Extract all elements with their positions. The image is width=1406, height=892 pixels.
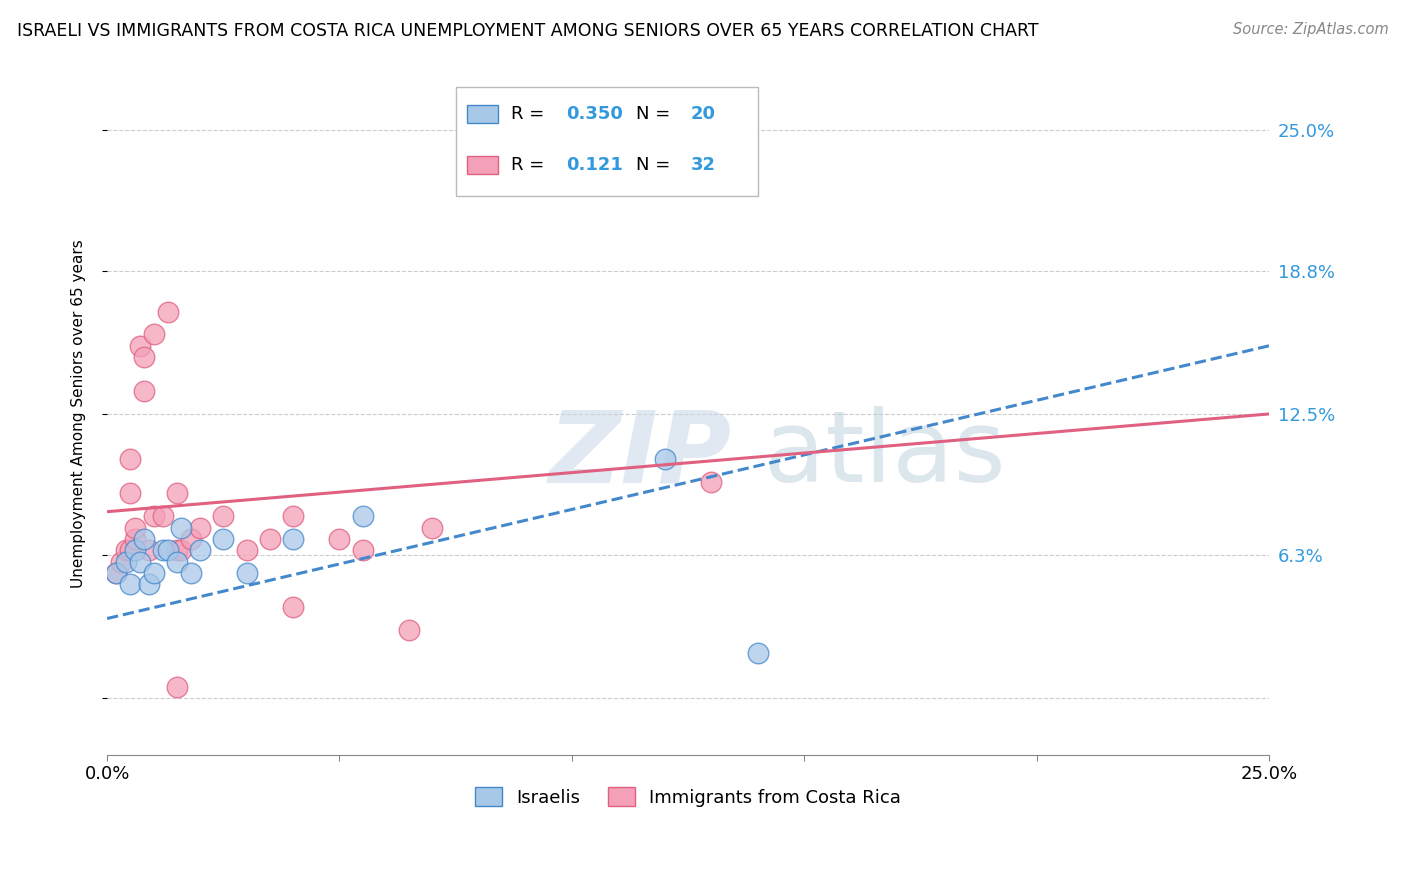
Point: [156, 304, 179, 318]
Point: [120, 543, 142, 558]
Point: [188, 520, 211, 534]
Point: [212, 509, 235, 524]
FancyBboxPatch shape: [467, 105, 498, 123]
Point: [152, 509, 174, 524]
Legend: Israelis, Immigrants from Costa Rica: Israelis, Immigrants from Costa Rica: [468, 780, 908, 814]
Point: [124, 543, 146, 558]
Point: [152, 543, 174, 558]
Point: [134, 384, 156, 399]
Point: [188, 543, 211, 558]
Text: R =: R =: [512, 156, 551, 174]
Text: R =: R =: [512, 105, 551, 123]
Text: 20: 20: [690, 105, 716, 123]
Point: [166, 555, 188, 569]
Point: [134, 350, 156, 364]
Point: [166, 486, 188, 500]
Point: [110, 555, 132, 569]
Y-axis label: Unemployment Among Seniors over 65 years: Unemployment Among Seniors over 65 years: [72, 240, 86, 589]
Point: [170, 520, 193, 534]
Text: N =: N =: [636, 156, 676, 174]
Point: [142, 509, 165, 524]
Point: [352, 509, 374, 524]
Point: [259, 532, 281, 546]
Text: ZIP: ZIP: [548, 407, 731, 503]
Point: [747, 646, 769, 660]
Point: [124, 520, 146, 534]
Point: [142, 327, 165, 342]
Point: [180, 566, 202, 580]
Point: [398, 623, 420, 637]
Point: [166, 680, 188, 694]
Point: [138, 577, 160, 591]
Text: 32: 32: [690, 156, 716, 174]
Point: [128, 555, 150, 569]
Point: [170, 543, 193, 558]
Point: [128, 339, 150, 353]
Point: [180, 532, 202, 546]
Text: N =: N =: [636, 105, 676, 123]
Text: 0.350: 0.350: [567, 105, 623, 123]
Point: [166, 543, 188, 558]
Point: [281, 532, 304, 546]
FancyBboxPatch shape: [467, 156, 498, 174]
Point: [281, 600, 304, 615]
Text: Source: ZipAtlas.com: Source: ZipAtlas.com: [1233, 22, 1389, 37]
Point: [120, 577, 142, 591]
Point: [328, 532, 350, 546]
Point: [654, 452, 676, 467]
Point: [281, 509, 304, 524]
Point: [120, 486, 142, 500]
Point: [114, 543, 136, 558]
Point: [120, 452, 142, 467]
Point: [352, 543, 374, 558]
Point: [138, 543, 160, 558]
Point: [235, 566, 257, 580]
Point: [142, 566, 165, 580]
Point: [700, 475, 723, 490]
Text: atlas: atlas: [763, 407, 1005, 503]
Point: [212, 532, 235, 546]
FancyBboxPatch shape: [456, 87, 758, 195]
Text: ISRAELI VS IMMIGRANTS FROM COSTA RICA UNEMPLOYMENT AMONG SENIORS OVER 65 YEARS C: ISRAELI VS IMMIGRANTS FROM COSTA RICA UN…: [17, 22, 1039, 40]
Point: [124, 532, 146, 546]
Point: [105, 566, 128, 580]
Point: [156, 543, 179, 558]
Point: [134, 532, 156, 546]
Point: [422, 520, 444, 534]
Point: [114, 555, 136, 569]
Text: 0.121: 0.121: [567, 156, 623, 174]
Point: [235, 543, 257, 558]
Point: [105, 566, 128, 580]
